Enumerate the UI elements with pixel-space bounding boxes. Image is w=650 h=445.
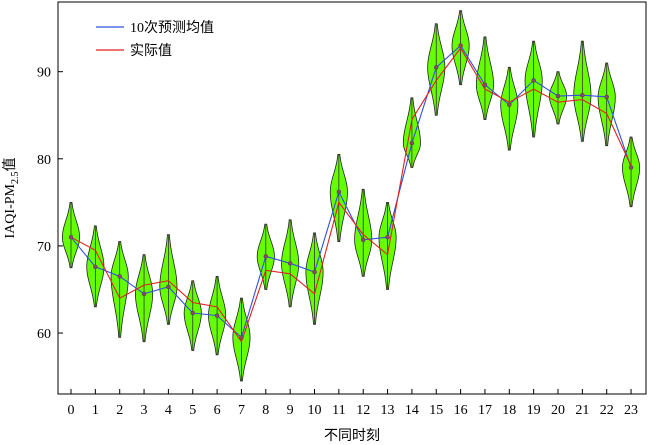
pred-point bbox=[190, 310, 195, 316]
x-tick-label: 21 bbox=[575, 403, 589, 418]
x-tick-label: 19 bbox=[527, 403, 541, 418]
pred-point bbox=[68, 234, 74, 240]
violin-layer bbox=[61, 10, 641, 382]
pred-point bbox=[214, 313, 220, 318]
pred-point bbox=[239, 335, 244, 340]
pred-point bbox=[482, 82, 488, 88]
x-tick-label: 13 bbox=[381, 403, 395, 418]
x-tick-label: 18 bbox=[502, 403, 516, 418]
pred-point bbox=[360, 237, 366, 243]
line-layer bbox=[68, 43, 634, 343]
x-tick-label: 0 bbox=[68, 403, 75, 418]
series-line-actual bbox=[70, 47, 632, 343]
pred-point bbox=[628, 165, 634, 170]
legend-label-pred: 10次预测均值 bbox=[130, 20, 214, 36]
x-tick-label: 9 bbox=[287, 403, 294, 418]
pred-point bbox=[263, 254, 269, 259]
pred-point bbox=[531, 78, 536, 83]
pred-point bbox=[336, 189, 342, 195]
pred-point bbox=[141, 291, 147, 297]
x-tick-label: 3 bbox=[141, 403, 148, 418]
pred-point bbox=[458, 43, 463, 48]
pred-point bbox=[385, 234, 390, 240]
pred-point bbox=[287, 261, 293, 266]
series-line-pred bbox=[70, 44, 632, 339]
pred-point bbox=[166, 284, 171, 290]
y-axis-title: IAQI-PM2.5值 bbox=[2, 158, 21, 239]
pred-point bbox=[312, 269, 317, 275]
x-axis-title: 不同时刻 bbox=[324, 428, 380, 444]
x-tick-label: 8 bbox=[262, 403, 269, 418]
x-tick-label: 2 bbox=[116, 403, 123, 418]
x-tick-label: 5 bbox=[189, 403, 196, 418]
pred-point bbox=[580, 92, 585, 98]
y-axis-title-suffix: 值 bbox=[2, 158, 18, 172]
x-tick-label: 15 bbox=[429, 403, 443, 418]
pred-point bbox=[507, 102, 512, 108]
x-tick-label: 11 bbox=[332, 403, 345, 418]
x-tick-label: 14 bbox=[405, 403, 419, 418]
legend-label-actual: 实际值 bbox=[130, 43, 172, 59]
y-axis-title-sub: 2.5 bbox=[10, 172, 21, 185]
x-tick-label: 10 bbox=[308, 403, 322, 418]
x-tick-label: 17 bbox=[478, 403, 492, 418]
pred-point bbox=[434, 65, 439, 70]
x-tick-label: 20 bbox=[551, 403, 565, 418]
x-tick-label: 12 bbox=[356, 403, 370, 418]
y-tick-label: 90 bbox=[37, 66, 51, 81]
x-tick-label: 1 bbox=[92, 403, 99, 418]
x-tick-label: 6 bbox=[214, 403, 221, 418]
plot-frame bbox=[57, 1, 647, 395]
pred-point bbox=[117, 274, 122, 279]
y-tick-label: 80 bbox=[37, 153, 51, 168]
y-tick-label: 70 bbox=[37, 240, 51, 255]
pred-point bbox=[93, 264, 98, 270]
x-tick-label: 4 bbox=[165, 403, 172, 418]
y-axis-title-main: IAQI-PM bbox=[3, 183, 18, 238]
x-tick-label: 16 bbox=[454, 403, 468, 418]
x-tick-label: 23 bbox=[624, 403, 638, 418]
pred-point bbox=[409, 140, 415, 146]
x-tick-label: 22 bbox=[600, 403, 614, 418]
pred-point bbox=[604, 94, 609, 100]
pred-point bbox=[555, 93, 561, 99]
x-tick-label: 7 bbox=[238, 403, 245, 418]
y-tick-label: 60 bbox=[37, 327, 51, 342]
legend: 10次预测均值 实际值 bbox=[96, 20, 214, 59]
